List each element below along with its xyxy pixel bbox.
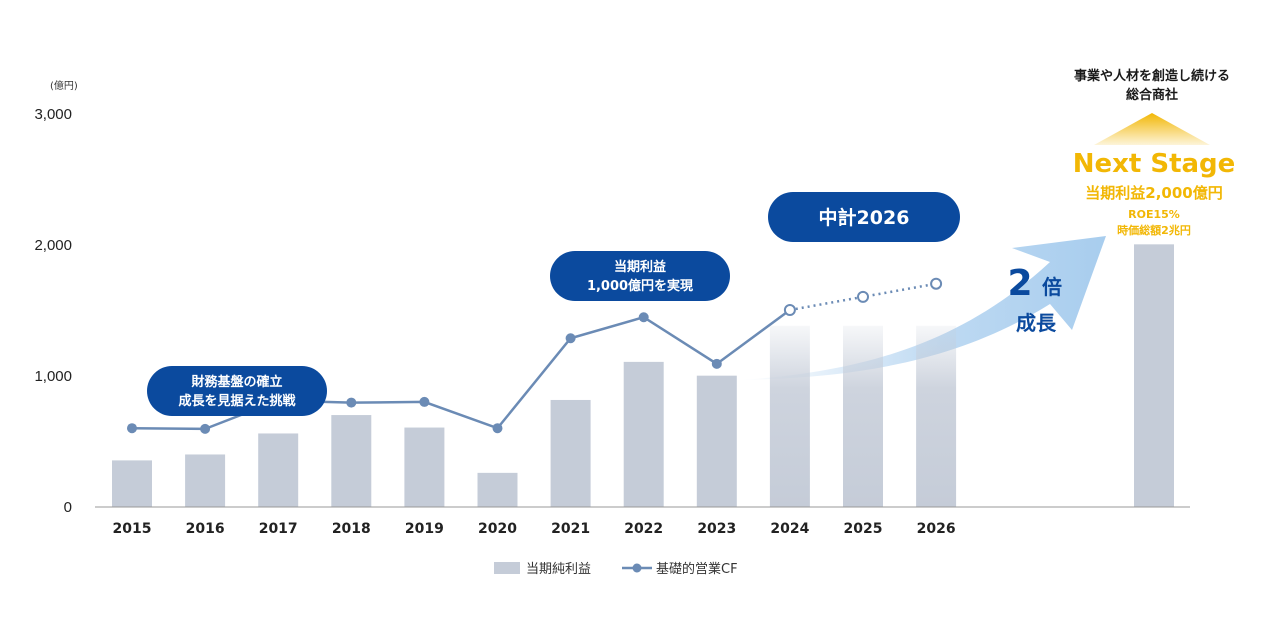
callout-midterm: 中計2026: [768, 192, 960, 242]
x-tick-2020: 2020: [478, 521, 517, 537]
growth-text: 成長: [1016, 311, 1057, 335]
cf-point-2026: [930, 277, 943, 290]
y-unit-label: (億円): [50, 79, 78, 92]
x-tick-2024: 2024: [770, 521, 809, 537]
cf-point-2020: [492, 423, 503, 434]
bar-2018: [331, 415, 372, 507]
cf-point-2016: [200, 423, 211, 434]
x-tick-2019: 2019: [405, 521, 444, 537]
bar-2024: [769, 325, 810, 507]
x-tick-2022: 2022: [624, 521, 663, 537]
growth-suffix: 倍: [1042, 275, 1062, 299]
callout-midterm-label: 中計2026: [819, 206, 910, 229]
x-tick-2017: 2017: [259, 521, 298, 537]
callout-midterm-bg: [768, 192, 960, 242]
growth-multiplier: 2: [1007, 263, 1032, 304]
y-tick-label: 1,000: [34, 368, 72, 385]
bar-2020: [477, 472, 518, 507]
y-axis-ticks: 0 1,000 2,000 3,000: [34, 106, 72, 516]
legend: 当期純利益 基礎的営業CF: [494, 561, 738, 577]
next-stage-up-arrow: [1094, 113, 1210, 145]
callout-phase1-line2: 成長を見据えた挑戦: [178, 393, 296, 409]
x-tick-2025: 2025: [844, 521, 883, 537]
y-tick-label: 2,000: [34, 237, 72, 254]
legend-bar-label: 当期純利益: [526, 562, 591, 577]
callout-phase2-line1: 当期利益: [614, 259, 666, 275]
cf-point-2021: [565, 333, 576, 344]
bar-2022: [623, 361, 664, 507]
net-income-bars: [112, 325, 957, 507]
callout-phase1: 財務基盤の確立 成長を見据えた挑戦: [147, 366, 327, 416]
legend-line-label: 基礎的営業CF: [656, 561, 738, 577]
x-axis-ticks: 2015 2016 2017 2018 2019 2020 2021 2022 2023 2024…: [113, 521, 956, 537]
legend-bar-swatch: [494, 562, 520, 574]
callout-phase2-bg: [550, 251, 730, 301]
growth-label: 2 倍 成長: [1007, 263, 1062, 335]
cf-point-2018: [346, 397, 357, 408]
x-tick-2026: 2026: [917, 521, 956, 537]
callout-phase2: 当期利益 1,000億円を実現: [550, 251, 730, 301]
x-tick-2016: 2016: [186, 521, 225, 537]
x-tick-2023: 2023: [697, 521, 736, 537]
next-stage-profit: 当期利益2,000億円: [1085, 184, 1222, 202]
bar-2019: [404, 427, 445, 507]
vision-line1: 事業や人材を創造し続ける: [1074, 68, 1230, 84]
x-tick-2018: 2018: [332, 521, 371, 537]
legend-line-marker: [632, 563, 642, 573]
cf-point-2024: [783, 304, 796, 316]
bar-2025: [843, 325, 883, 507]
target-bar-2000: [1134, 244, 1174, 508]
y-tick-label: 3,000: [34, 106, 72, 123]
cf-point-2019: [419, 396, 430, 407]
vision-line2: 総合商社: [1126, 87, 1178, 103]
callout-phase1-line1: 財務基盤の確立: [190, 374, 282, 390]
bar-2021: [550, 399, 591, 507]
next-stage-market-cap: 時価総額2兆円: [1117, 223, 1191, 237]
bar-2026: [916, 325, 957, 507]
bar-2016: [185, 454, 226, 507]
bar-2017: [258, 433, 299, 507]
next-stage-roe: ROE15%: [1128, 208, 1180, 221]
next-stage-title: Next Stage: [1073, 149, 1236, 179]
cf-point-2015: [127, 423, 137, 434]
x-tick-2015: 2015: [113, 521, 152, 537]
y-tick-label: 0: [64, 499, 72, 516]
x-tick-2021: 2021: [551, 521, 590, 537]
cf-point-2023: [711, 358, 722, 369]
bar-2015: [112, 460, 152, 507]
cf-point-2025: [857, 290, 869, 303]
bar-2023: [696, 375, 737, 507]
cf-line-plan: [789, 282, 937, 312]
callout-phase2-line2: 1,000億円を実現: [587, 278, 693, 294]
callout-phase1-bg: [147, 366, 327, 416]
cf-point-2022: [638, 312, 649, 323]
next-stage-block: 事業や人材を創造し続ける 総合商社 Next Stage 当期利益2,000億円…: [1073, 68, 1236, 237]
